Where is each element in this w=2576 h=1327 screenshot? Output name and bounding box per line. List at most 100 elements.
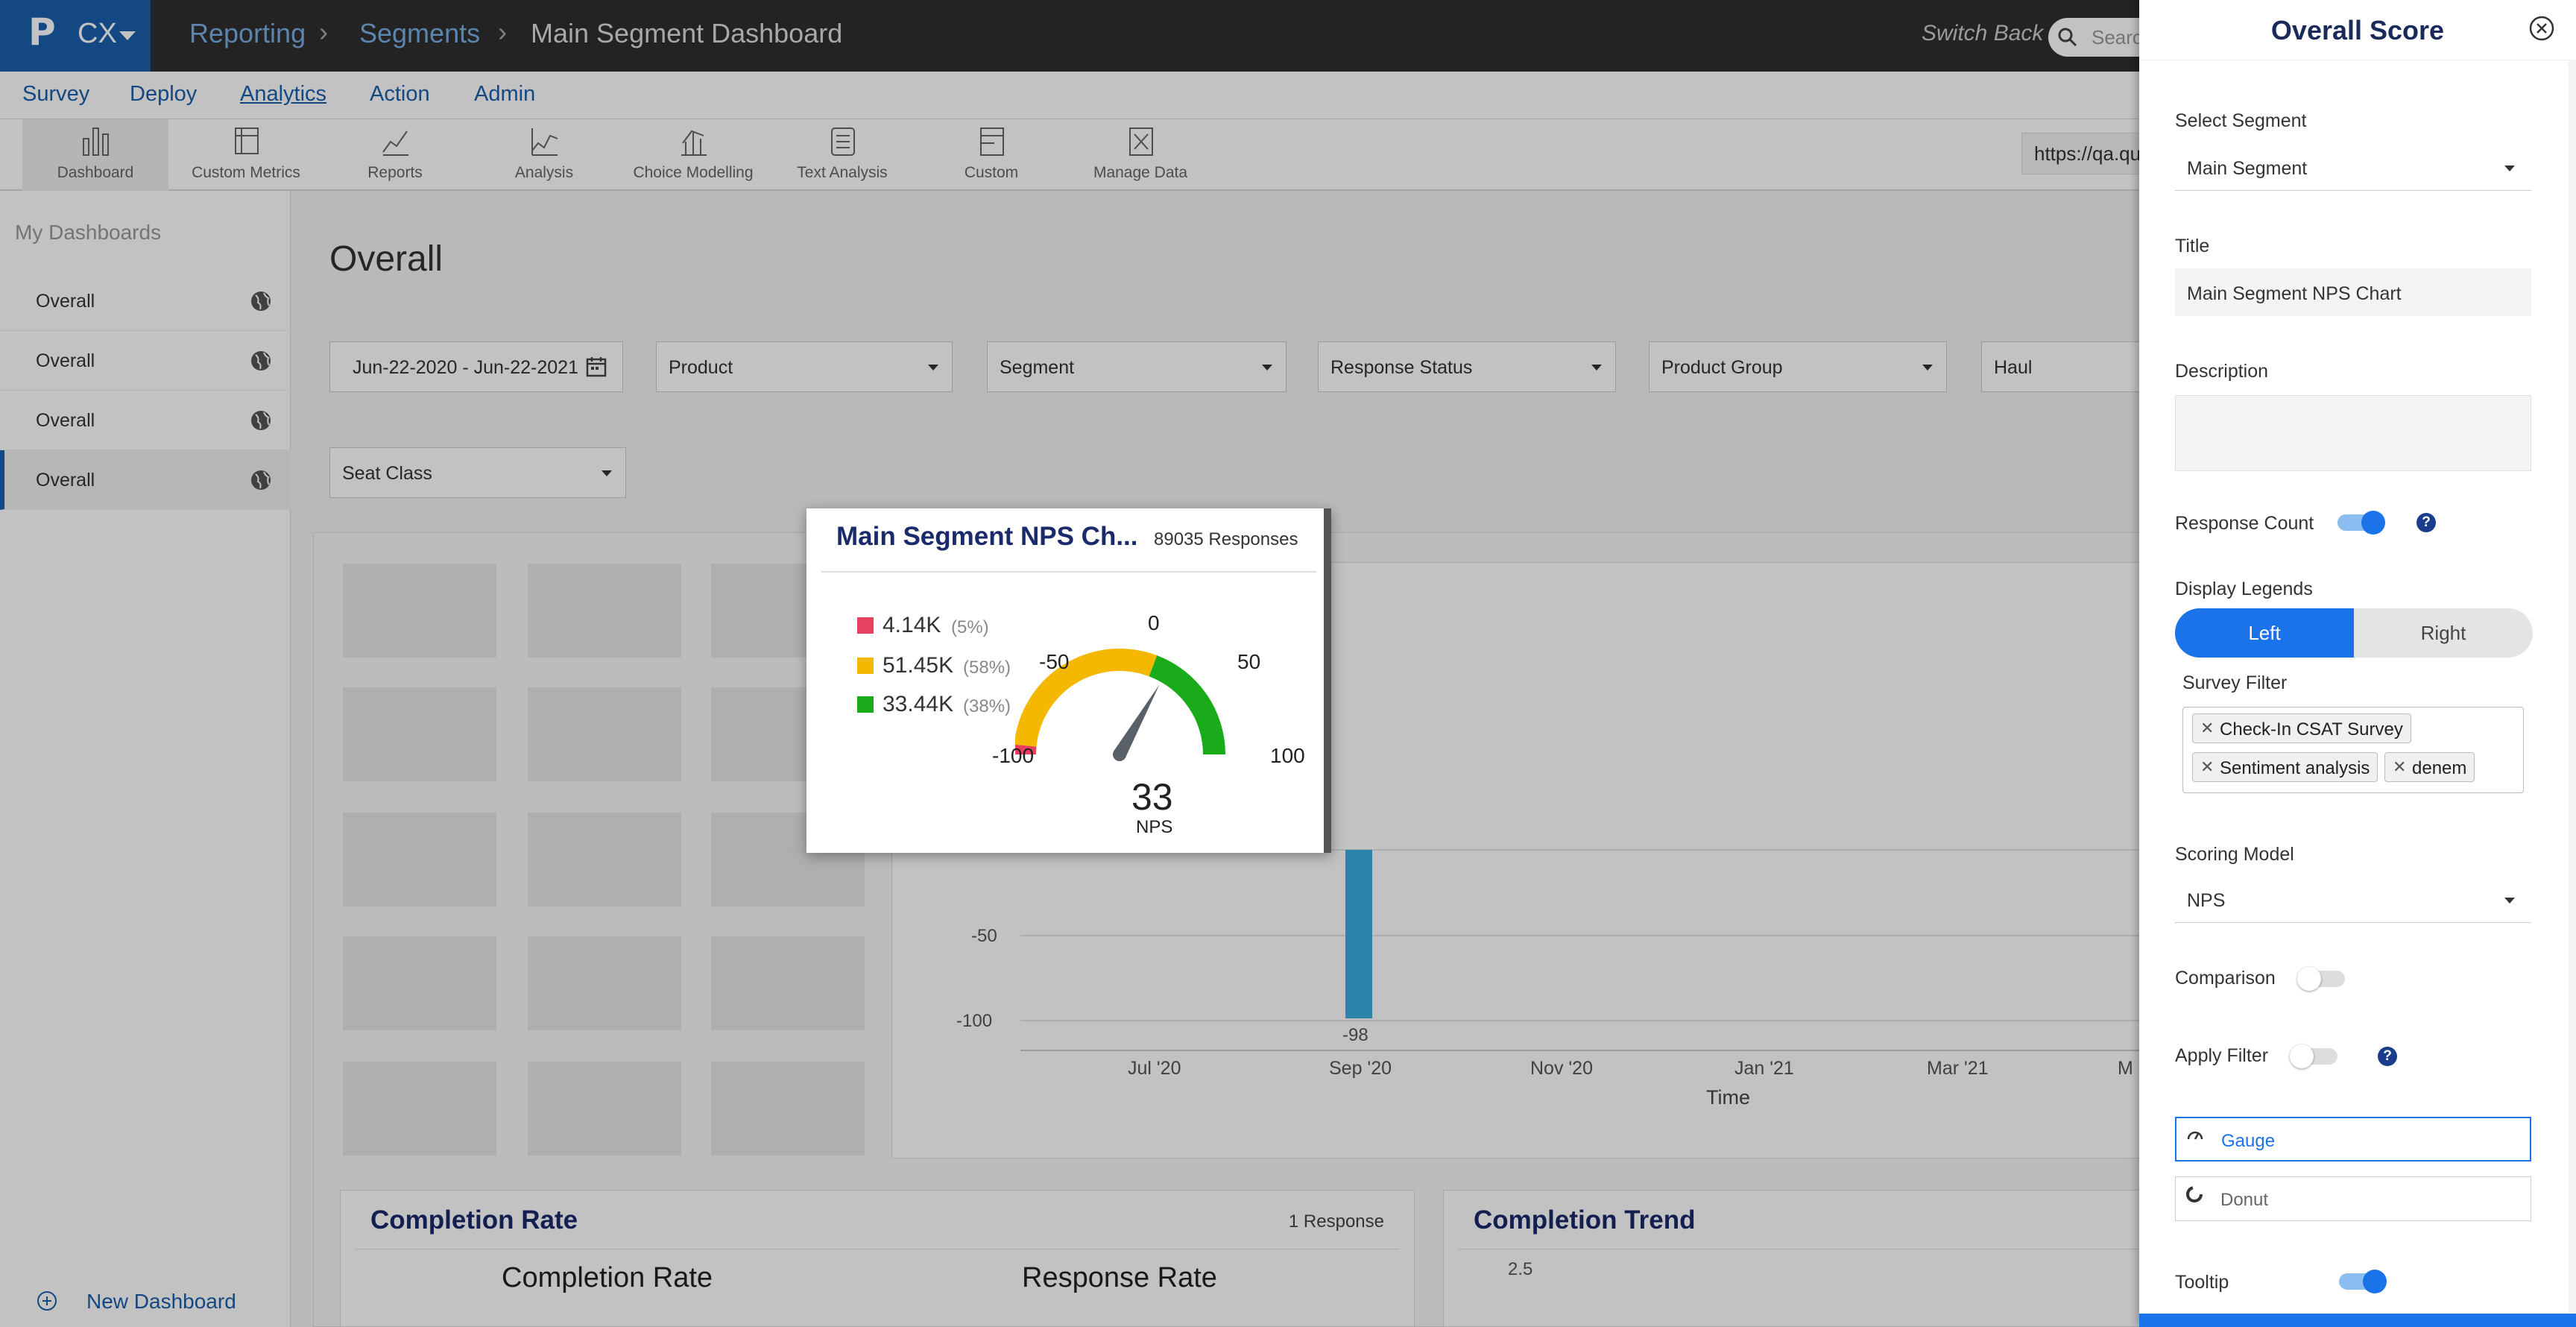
survey-chip[interactable]: ✕ Check-In CSAT Survey xyxy=(2192,713,2411,743)
tool-label: Custom xyxy=(964,164,1019,181)
title-field[interactable]: Main Segment NPS Chart xyxy=(2175,268,2531,316)
survey-filter-multiselect[interactable]: ✕ Check-In CSAT Survey ✕ Sentiment analysi… xyxy=(2182,707,2524,793)
legend-percent: (5%) xyxy=(951,617,989,637)
tool-label: Analysis xyxy=(514,164,574,181)
sidebar-item-label: Overall xyxy=(36,350,95,371)
placeholder-tile xyxy=(343,1062,496,1156)
select-value: NPS xyxy=(2187,890,2226,911)
survey-chip[interactable]: ✕ denem xyxy=(2384,752,2475,782)
gauge-label-minus50: -50 xyxy=(1039,650,1070,673)
x-tick-label: Mar '21 xyxy=(1927,1058,1989,1079)
globe-icon xyxy=(251,351,271,371)
product-group-filter[interactable]: Product Group xyxy=(1649,341,1947,392)
nav-admin[interactable]: Admin xyxy=(474,82,536,106)
panel-scrollbar[interactable] xyxy=(2569,60,2576,1312)
scoring-model-select[interactable]: NPS xyxy=(2175,877,2531,923)
legend-left-button[interactable]: Left xyxy=(2175,608,2354,658)
select-segment-label: Select Segment xyxy=(2175,110,2307,131)
toggle-knob xyxy=(2361,511,2385,535)
tool-analysis[interactable]: Analysis xyxy=(471,119,617,191)
comparison-toggle[interactable] xyxy=(2297,967,2345,991)
tooltip-label: Tooltip xyxy=(2175,1272,2229,1293)
nav-survey[interactable]: Survey xyxy=(22,82,90,106)
help-icon[interactable]: ? xyxy=(2378,1047,2397,1066)
title-label: Title xyxy=(2175,236,2210,256)
gauge-icon xyxy=(2187,1131,2203,1140)
date-range-value: Jun-22-2020 - Jun-22-2021 xyxy=(353,357,578,378)
description-field[interactable] xyxy=(2175,395,2531,471)
sidebar-item-overall-active[interactable]: Overall xyxy=(0,450,291,510)
sidebar-item-overall[interactable]: Overall xyxy=(0,391,291,450)
response-status-filter[interactable]: Response Status xyxy=(1318,341,1616,392)
legend-right-button[interactable]: Right xyxy=(2354,608,2533,658)
tool-choice-modelling[interactable]: Choice Modelling xyxy=(620,119,766,191)
chart-subtitle: Response Rate xyxy=(1022,1262,1217,1293)
sidebar-title: My Dashboards xyxy=(15,221,162,244)
tool-label: Reports xyxy=(367,164,423,181)
toggle-knob xyxy=(2290,1044,2314,1068)
legend-swatch-detractors xyxy=(857,617,874,634)
x-tick-label: Nov '20 xyxy=(1530,1058,1593,1079)
choice-modelling-icon xyxy=(681,130,707,156)
chart-type-donut[interactable]: Donut xyxy=(2175,1176,2531,1221)
tool-custom-metrics[interactable]: Custom Metrics xyxy=(173,119,319,191)
save-bar[interactable] xyxy=(2139,1314,2576,1327)
tool-dashboard[interactable]: Dashboard xyxy=(22,119,168,191)
breadcrumb-reporting[interactable]: Reporting xyxy=(189,18,306,48)
legend-percent: (58%) xyxy=(963,658,1011,678)
logo-icon: P xyxy=(28,10,56,54)
divider xyxy=(821,571,1316,573)
close-icon[interactable] xyxy=(2528,15,2555,42)
x-tick-label: M xyxy=(2118,1058,2133,1079)
help-icon[interactable]: ? xyxy=(2416,513,2436,532)
sidebar-item-overall[interactable]: Overall xyxy=(0,331,291,391)
breadcrumb-segments[interactable]: Segments xyxy=(359,18,481,48)
placeholder-tile xyxy=(343,813,496,907)
manage-data-icon xyxy=(1129,127,1153,156)
placeholder-tile xyxy=(343,936,496,1030)
filter-label: Response Status xyxy=(1330,357,1473,378)
globe-icon xyxy=(251,291,271,311)
date-range-filter[interactable]: Jun-22-2020 - Jun-22-2021 xyxy=(329,341,623,392)
legend-swatch-passives xyxy=(857,658,874,674)
legend-value: 33.44K xyxy=(883,692,954,716)
y-tick-label: -50 xyxy=(971,926,997,946)
tool-reports[interactable]: Reports xyxy=(322,119,468,191)
remove-icon[interactable]: ✕ xyxy=(2200,719,2214,737)
apply-filter-toggle[interactable] xyxy=(2290,1044,2337,1068)
nps-score: 33 xyxy=(1131,776,1173,818)
tool-manage-data[interactable]: Manage Data xyxy=(1067,119,1213,191)
search-icon xyxy=(2058,28,2077,47)
placeholder-tile xyxy=(528,936,681,1030)
gauge-segment-1 xyxy=(1015,649,1158,747)
custom-icon xyxy=(980,127,1004,156)
seat-class-filter[interactable]: Seat Class xyxy=(329,447,626,498)
chart-type-gauge[interactable]: Gauge xyxy=(2175,1117,2531,1161)
chevron-down-icon xyxy=(1922,365,1933,371)
placeholder-tile xyxy=(711,936,865,1030)
scrollbar[interactable] xyxy=(1324,508,1331,853)
sidebar-item-overall[interactable]: Overall xyxy=(0,271,291,331)
tooltip-toggle[interactable] xyxy=(2339,1270,2387,1293)
tool-text-analysis[interactable]: Text Analysis xyxy=(769,119,915,191)
product-switcher[interactable]: P CX xyxy=(0,0,151,72)
widget-settings-panel: Overall Score Select Segment Main Segmen… xyxy=(2139,0,2576,1327)
remove-icon[interactable]: ✕ xyxy=(2200,757,2214,776)
response-count: 89035 Responses xyxy=(1154,529,1298,549)
switch-back-link[interactable]: Switch Back xyxy=(1922,21,2044,45)
product-filter[interactable]: Product xyxy=(656,341,953,392)
nav-analytics[interactable]: Analytics xyxy=(240,82,327,106)
tool-custom[interactable]: Custom xyxy=(918,119,1064,191)
trend-bar xyxy=(1345,850,1372,1018)
response-count-toggle[interactable] xyxy=(2337,511,2385,535)
nav-action[interactable]: Action xyxy=(370,82,430,106)
chart-type-label: Gauge xyxy=(2221,1131,2276,1151)
chevron-down-icon xyxy=(119,31,136,40)
chevron-down-icon xyxy=(602,470,612,476)
analysis-icon xyxy=(531,128,558,156)
nav-deploy[interactable]: Deploy xyxy=(130,82,198,106)
remove-icon[interactable]: ✕ xyxy=(2393,757,2407,776)
segment-filter[interactable]: Segment xyxy=(987,341,1287,392)
survey-chip[interactable]: ✕ Sentiment analysis xyxy=(2192,752,2378,782)
segment-select[interactable]: Main Segment xyxy=(2175,145,2531,191)
